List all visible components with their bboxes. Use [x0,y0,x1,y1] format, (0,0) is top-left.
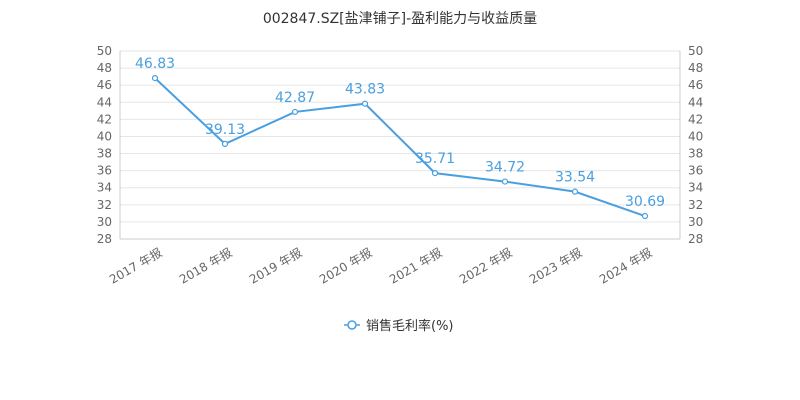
y-tick-label: 32 [97,198,112,212]
x-tick-label: 2018 年报 [176,245,234,287]
data-point[interactable] [431,170,439,177]
data-point[interactable] [501,178,509,185]
y-tick-label: 50 [97,44,112,58]
y-tick-label: 34 [97,181,112,195]
y-tick-label: 46 [97,78,112,92]
x-tick-label: 2019 年报 [246,245,304,287]
x-tick-label: 2017 年报 [106,245,164,287]
data-labels: 46.83 39.13 42.87 43.83 35.71 34.72 33.54 30.69 [135,56,665,210]
series-layer [151,74,649,220]
y2-tick-label: 36 [688,164,703,178]
y-tick-label: 44 [97,95,112,109]
y-tick-label: 48 [97,61,112,75]
data-point[interactable] [361,100,369,107]
y2-tick-label: 46 [688,78,703,92]
legend-label: 销售毛利率(%) [366,318,454,334]
y-tick-label: 40 [97,129,112,143]
x-tick-label: 2022 年报 [456,245,514,287]
left-y-axis-ticks: 28 30 32 34 36 38 40 42 44 46 48 50 [97,44,112,246]
y-tick-label: 30 [97,215,112,229]
x-tick-label: 2021 年报 [386,245,444,287]
y2-tick-label: 42 [688,112,703,126]
axes [119,51,681,240]
y2-tick-label: 30 [688,215,703,229]
y2-tick-label: 38 [688,147,703,161]
y-tick-label: 28 [97,232,112,246]
y2-tick-label: 28 [688,232,703,246]
data-point[interactable] [291,108,299,116]
y-tick-label: 42 [97,112,112,126]
data-label: 34.72 [485,160,525,176]
data-label: 43.83 [345,82,385,98]
data-point[interactable] [151,74,159,82]
y-tick-label: 36 [97,164,112,178]
data-point[interactable] [571,188,579,195]
data-point[interactable] [641,212,649,220]
x-tick-label: 2024 年报 [596,245,654,287]
data-label: 35.71 [415,151,455,167]
data-label: 30.69 [625,194,665,210]
x-tick-label: 2020 年报 [316,245,374,287]
grid-lines [120,50,680,240]
x-axis-ticks: 2017 年报 2018 年报 2019 年报 2020 年报 2021 年报 2022 … [106,245,654,287]
data-label: 39.13 [205,122,245,138]
y2-tick-label: 44 [688,95,703,109]
chart-title: 002847.SZ[盐津铺子]-盈利能力与收益质量 [262,11,538,27]
legend[interactable]: 销售毛利率(%) [344,318,454,334]
x-tick-label: 2023 年报 [526,245,584,287]
y-tick-label: 38 [97,147,112,161]
y2-tick-label: 32 [688,198,703,212]
y2-tick-label: 48 [688,61,703,75]
legend-marker-icon [347,320,357,330]
data-point[interactable] [221,140,229,147]
series-line [154,77,646,217]
y2-tick-label: 50 [688,44,703,58]
y2-tick-label: 34 [688,181,703,195]
data-label: 33.54 [555,170,595,186]
y2-tick-label: 40 [688,129,703,143]
right-y-axis-ticks: 28 30 32 34 36 38 40 42 44 46 48 50 [688,44,703,246]
data-label: 42.87 [275,90,315,106]
data-label: 46.83 [135,56,175,72]
